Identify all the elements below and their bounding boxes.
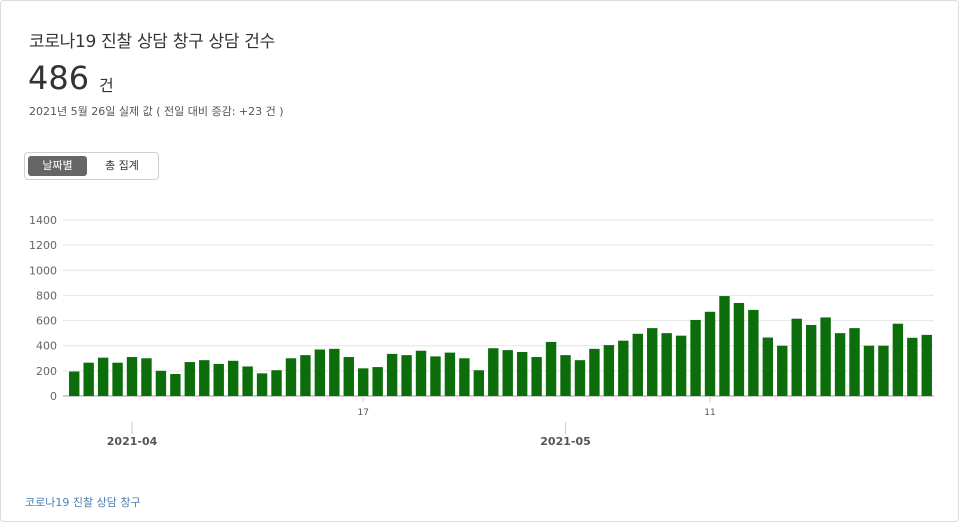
y-tick-label: 600 [36,315,57,328]
bar[interactable] [690,319,701,396]
source-link[interactable]: 코로나19 진찰 상담 창구 [25,496,141,509]
bar[interactable] [329,348,340,396]
bar[interactable] [444,352,456,396]
bar[interactable] [805,324,817,396]
bar[interactable] [430,356,441,396]
bar[interactable] [502,350,513,396]
bar[interactable] [155,370,167,396]
bar[interactable] [574,360,586,396]
y-tick-label: 800 [36,289,57,302]
bar[interactable] [791,318,802,396]
bar[interactable] [907,337,918,396]
bar[interactable] [849,328,860,396]
bar[interactable] [647,328,658,396]
value-subtitle: 2021년 5월 26일 실제 값 ( 전일 대비 증감: +23 건 ) [29,105,284,118]
bar[interactable] [603,345,615,396]
bar[interactable] [719,296,730,396]
bar[interactable] [401,355,412,396]
bar[interactable] [358,368,369,396]
y-axis-labels: 0 200 400 600 800 1000 1200 1400 [29,214,57,403]
bar[interactable] [545,341,557,396]
bar[interactable] [242,366,253,396]
bar[interactable] [459,358,470,396]
bar[interactable] [386,353,398,396]
x-tick-label: 2021-05 [540,435,591,448]
current-value-unit: 건 [99,76,114,95]
bar[interactable] [675,335,687,396]
y-tick-label: 1000 [29,264,57,277]
x-tick-label: 17 [357,408,368,418]
bar[interactable] [213,363,224,396]
bar[interactable] [777,345,788,396]
bar[interactable] [560,355,571,396]
bar[interactable] [878,345,889,396]
bar[interactable] [300,355,311,396]
by-date-button[interactable]: 날짜별 [28,156,87,176]
bar[interactable] [97,357,109,396]
bar[interactable] [661,333,672,396]
bar[interactable] [343,357,354,396]
bar[interactable] [762,337,774,396]
bar[interactable] [285,358,297,396]
bar[interactable] [184,362,196,396]
bar[interactable] [834,333,846,396]
bar[interactable] [69,371,80,396]
bar[interactable] [488,348,499,396]
x-tick-label: 2021-04 [107,435,158,448]
bars [69,296,932,396]
bar[interactable] [531,357,542,396]
y-tick-label: 1200 [29,239,57,252]
bar[interactable] [372,367,383,396]
bar[interactable] [632,333,643,396]
bar[interactable] [704,311,716,396]
y-tick-label: 400 [36,340,57,353]
bar[interactable] [748,309,759,396]
bar[interactable] [733,302,745,396]
bar[interactable] [820,317,831,396]
bar[interactable] [863,345,875,396]
current-value: 486 [28,59,90,97]
bar[interactable] [126,357,138,396]
bar[interactable] [314,349,326,396]
bar[interactable] [256,373,268,396]
bar[interactable] [618,340,629,396]
chart-title: 코로나19 진찰 상담 창구 상담 건수 [29,32,275,52]
x-tick-label: 11 [704,408,715,418]
bar[interactable] [415,350,427,396]
y-tick-label: 200 [36,365,57,378]
bar[interactable] [921,334,932,396]
bar[interactable] [141,358,152,396]
bar[interactable] [170,374,181,396]
bar[interactable] [83,362,94,396]
bar[interactable] [516,352,528,396]
bar[interactable] [473,370,485,396]
bar[interactable] [892,323,904,396]
bar[interactable] [589,348,600,396]
y-tick-label: 1400 [29,214,57,227]
total-button[interactable]: 총 집계 [105,159,139,172]
bar[interactable] [199,360,210,396]
bar[interactable] [271,370,282,396]
view-toggle: 날짜별 총 집계 [24,152,159,180]
bar[interactable] [227,360,239,396]
bar[interactable] [112,362,123,396]
x-axis-labels: 2021-04 17 2021-05 11 [107,396,716,448]
y-tick-label: 0 [50,390,57,403]
